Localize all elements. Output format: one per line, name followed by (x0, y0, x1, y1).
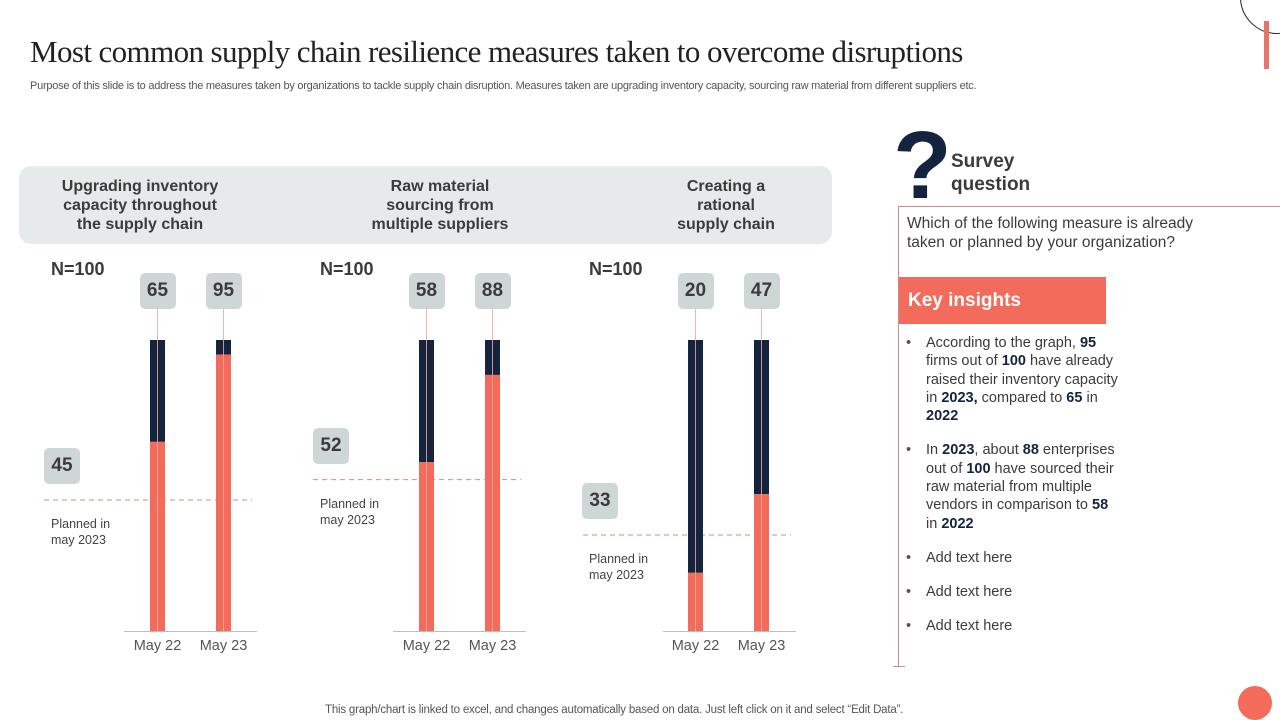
sample-size-label: N=100 (320, 259, 374, 279)
insight-highlight: 2023 (942, 442, 975, 459)
key-insights-header: Key insights (899, 277, 1106, 324)
footer-note: This graph/chart is linked to excel, and… (325, 704, 904, 716)
key-insights-label: Key insights (908, 289, 1021, 311)
sample-size-label: N=100 (589, 259, 643, 279)
decorative-dot (1238, 686, 1272, 720)
sample-size-label: N=100 (51, 259, 105, 279)
insight-item: In 2023, about 88 enterprises out of 100… (906, 441, 1121, 532)
planned-caption: Planned in may 2023 (51, 517, 111, 548)
insight-text: Add text here (926, 549, 1013, 566)
survey-box-border-foot (893, 666, 905, 667)
insight-highlight: 2022 (926, 408, 959, 425)
insight-text: , about (974, 442, 1023, 459)
page-title: Most common supply chain resilience meas… (30, 34, 963, 69)
planned-caption: Planned in may 2023 (320, 496, 380, 527)
x-tick-label: May 22 (133, 638, 182, 654)
insight-text: According to the graph, (926, 335, 1080, 351)
insight-text: compared to (977, 389, 1067, 406)
insight-text: firms out of (926, 353, 1002, 370)
page-subtitle: Purpose of this slide is to address the … (30, 80, 977, 92)
x-tick-label: May 23 (468, 638, 517, 654)
insight-item: Add text here (906, 549, 1121, 568)
planned-value-label: 45 (44, 448, 80, 485)
insight-highlight: 2022 (941, 515, 974, 532)
insight-text: In (926, 442, 943, 459)
insight-text: Add text here (926, 617, 1013, 634)
data-label: 20 (677, 273, 714, 309)
x-tick-label: May 22 (402, 638, 451, 654)
planned-caption: Planned in may 2023 (589, 551, 649, 582)
insight-text: have sourced their raw material from mul… (926, 460, 1114, 514)
insight-item: Add text here (906, 617, 1121, 636)
category-title-inventory: Upgrading inventory capacity throughout … (61, 178, 219, 233)
survey-box-border-top (898, 206, 1280, 207)
insight-highlight: 88 (1022, 442, 1039, 459)
survey-box-border-left (898, 206, 899, 666)
category-title-rational: Creating a rational supply chain (677, 178, 775, 233)
insight-text: in (926, 515, 942, 532)
data-label: 88 (474, 273, 511, 309)
data-label: 65 (139, 273, 176, 309)
insight-highlight: 58 (1092, 497, 1109, 514)
survey-question: Which of the following measure is alread… (907, 215, 1194, 251)
planned-value-label: 52 (313, 427, 349, 464)
x-tick-label: May 23 (737, 638, 786, 654)
insight-item: Add text here (906, 583, 1121, 602)
data-label: 58 (408, 273, 445, 309)
category-title-sourcing: Raw material sourcing from multiple supp… (371, 178, 509, 233)
decorative-accent-bar (1264, 21, 1269, 69)
insight-text: in (1082, 389, 1098, 406)
data-label: 95 (205, 273, 242, 309)
key-insights-list: According to the graph, 95 firms out of … (906, 334, 1121, 650)
insight-text: enterprises out of (926, 442, 1115, 477)
insight-text: have already raised their inventory capa… (926, 353, 1118, 406)
insight-highlight: 100 (966, 460, 991, 477)
insight-highlight: 100 (1001, 353, 1026, 370)
category-header-panel (19, 166, 832, 244)
question-mark-icon: ? (893, 112, 952, 219)
insight-text: Add text here (926, 583, 1013, 600)
data-label: 47 (743, 273, 780, 309)
x-tick-label: May 23 (199, 638, 248, 654)
insight-highlight: 65 (1066, 389, 1083, 406)
planned-value-label: 33 (582, 482, 618, 519)
insight-item: According to the graph, 95 firms out of … (906, 334, 1121, 425)
x-tick-label: May 22 (671, 638, 720, 654)
survey-title: Survey question (951, 151, 1031, 195)
insight-highlight: 95 (1079, 335, 1097, 351)
insight-highlight: 2023, (941, 389, 978, 406)
